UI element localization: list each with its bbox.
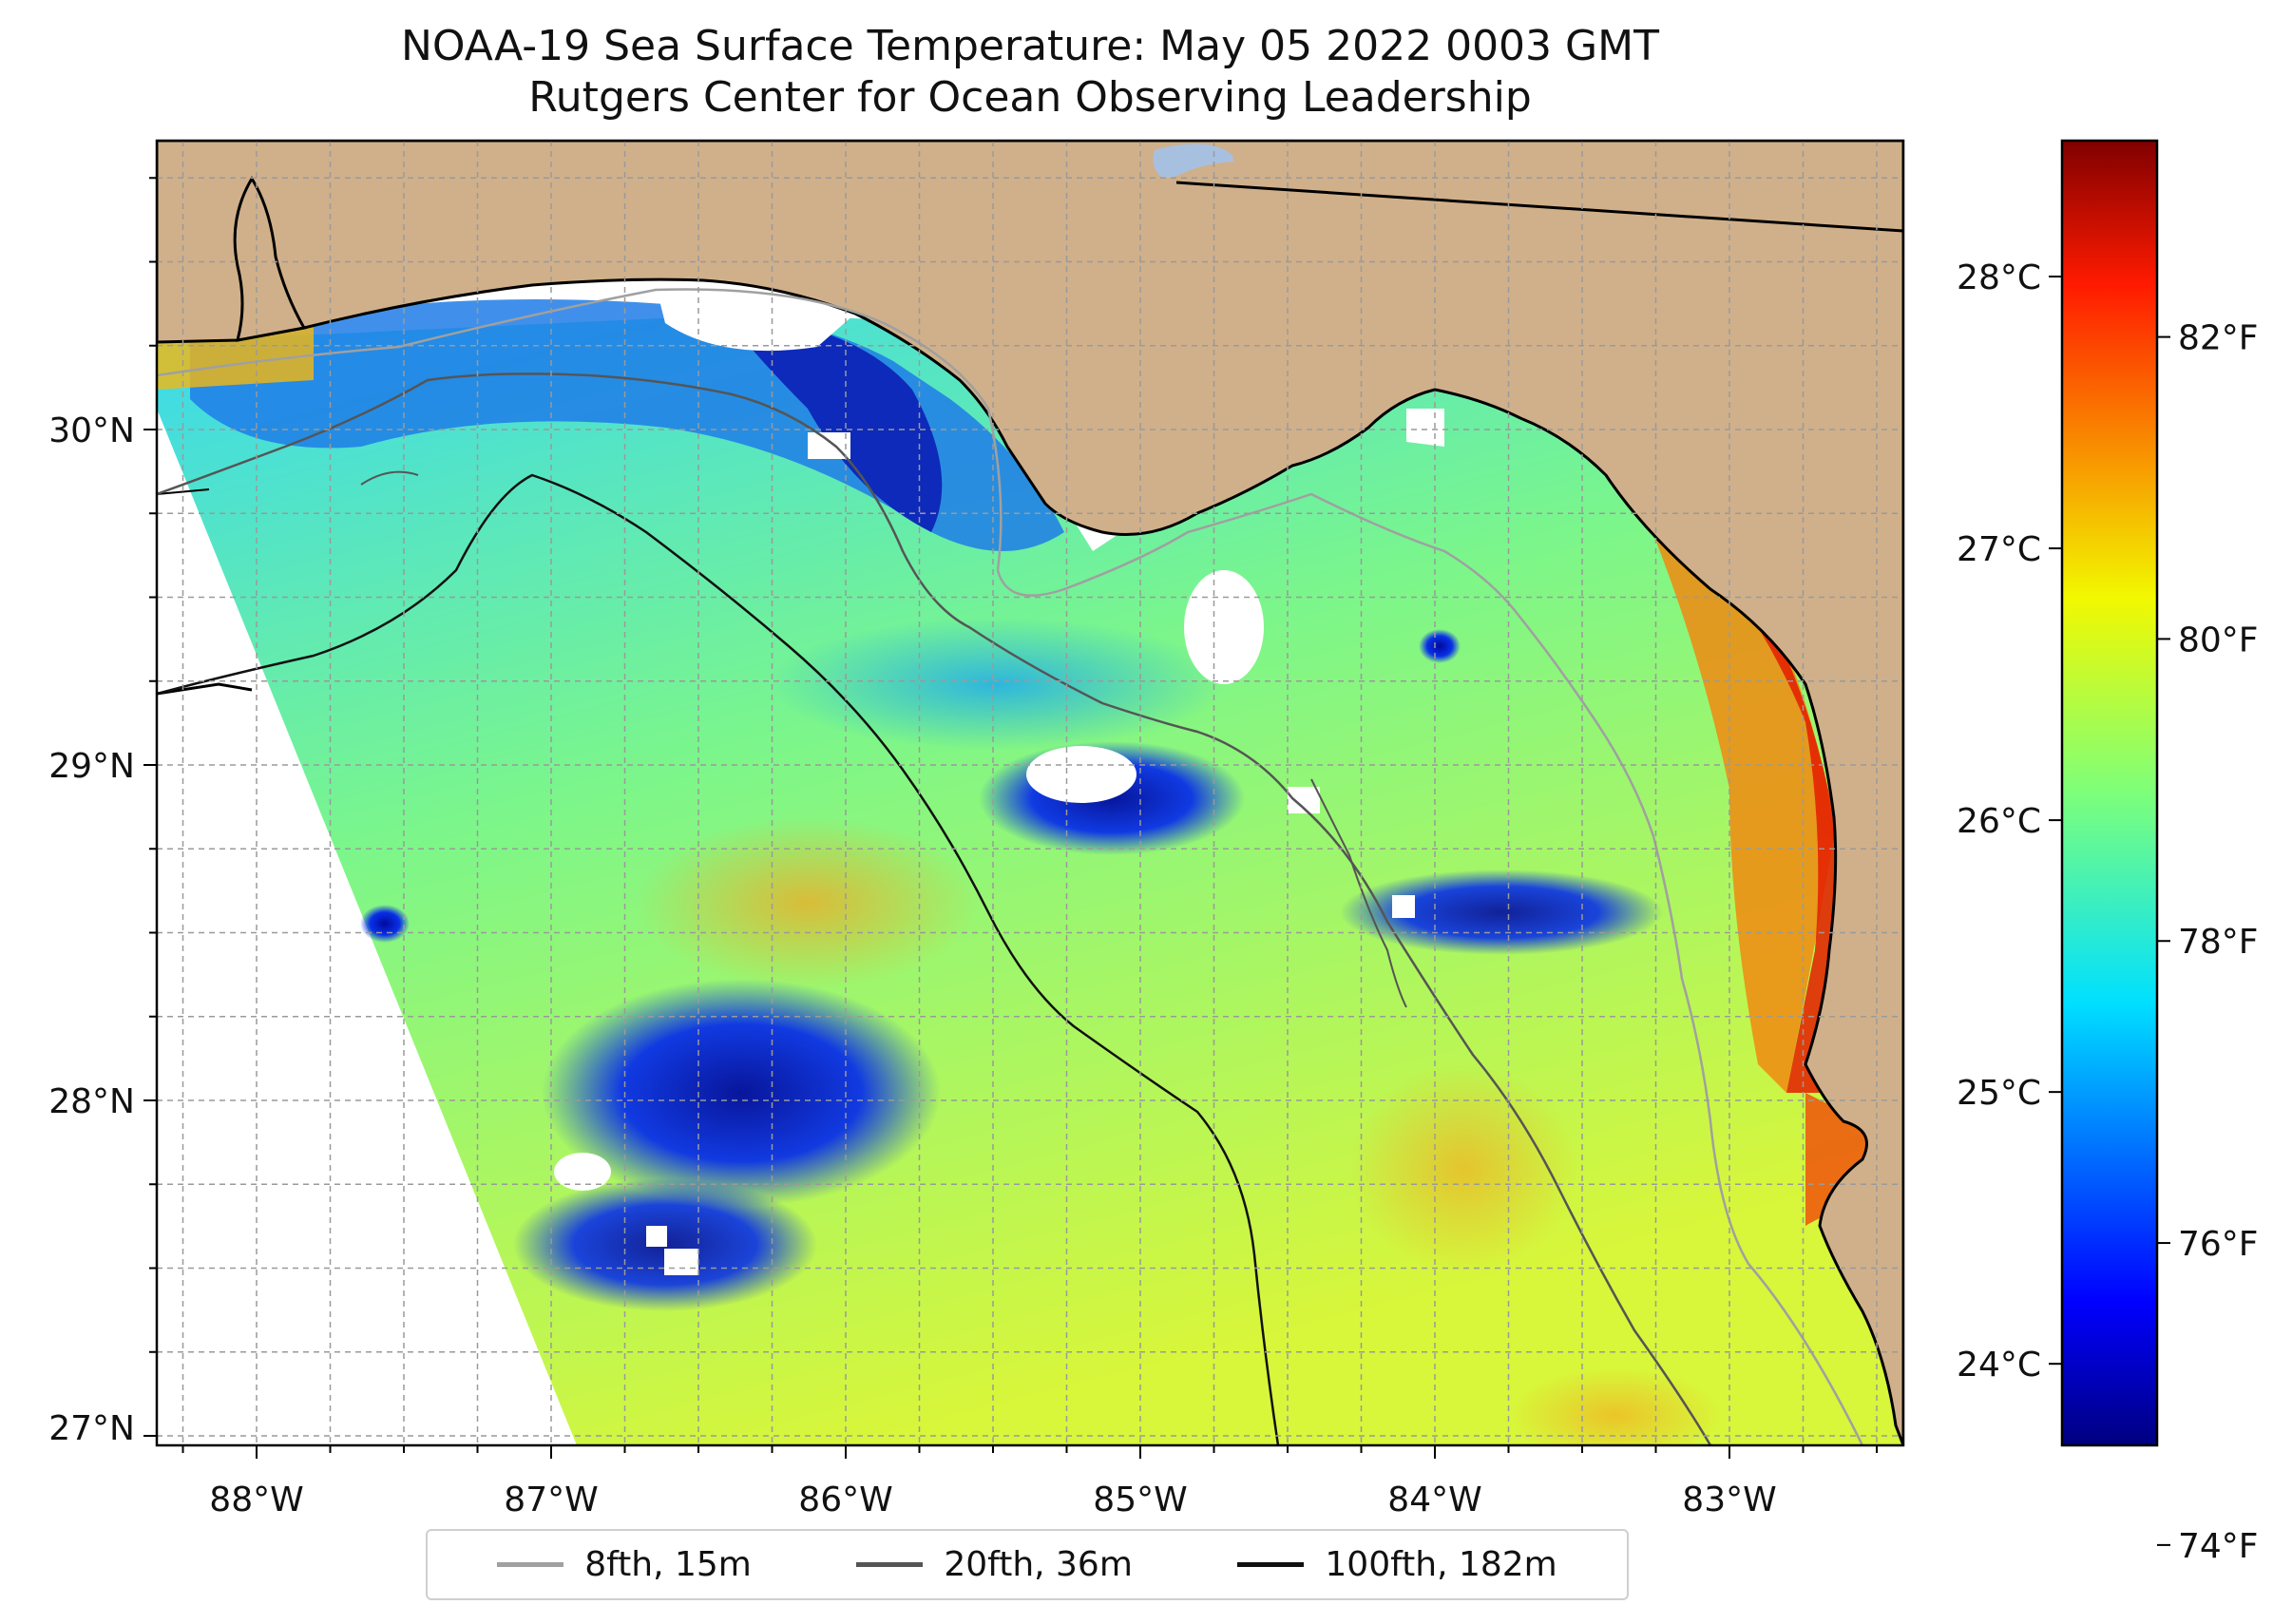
fahrenheit-label: 82°F [2178, 319, 2259, 358]
longitude-axis: 88°W 87°W 86°W 85°W 84°W 83°W [181, 1445, 1878, 1519]
chart-title: NOAA-19 Sea Surface Temperature: May 05 … [157, 21, 1903, 124]
temperature-colorbar: 28°C 27°C 26°C 25°C 24°C 82°F 80°F 78°F 76°F 74°… [1957, 139, 2259, 1566]
latitude-axis: 30°N 29°N 28°N 27°N [48, 177, 157, 1448]
colorbar-gradient [2060, 139, 2159, 1447]
celsius-label: 25°C [1957, 1074, 2041, 1113]
lon-tick-label: 84°W [1387, 1481, 1481, 1519]
legend-swatch-100fth [1237, 1562, 1305, 1567]
fahrenheit-label: 74°F [2178, 1527, 2259, 1566]
lon-tick-label: 87°W [504, 1481, 598, 1519]
legend-item-20fth: 20fth, 36m [856, 1545, 1133, 1584]
fahrenheit-label: 78°F [2178, 923, 2259, 962]
lon-tick-label: 86°W [798, 1481, 892, 1519]
lon-tick-label: 85°W [1093, 1481, 1187, 1519]
lat-tick-label: 29°N [48, 747, 135, 786]
map-area [157, 141, 1903, 1445]
celsius-label: 27°C [1957, 530, 2041, 569]
colorbar-celsius-scale: 28°C 27°C 26°C 25°C 24°C [1957, 258, 2062, 1385]
legend-swatch-8fth [497, 1562, 564, 1567]
legend-label-8fth: 8fth, 15m [584, 1545, 752, 1584]
fahrenheit-label: 80°F [2178, 621, 2259, 659]
lat-tick-label: 27°N [48, 1409, 135, 1448]
lat-tick-label: 28°N [48, 1082, 135, 1121]
graticule [157, 141, 1903, 1445]
title-line-2: Rutgers Center for Ocean Observing Leade… [528, 73, 1532, 122]
legend-item-8fth: 8fth, 15m [497, 1545, 752, 1584]
legend-swatch-20fth [856, 1562, 924, 1567]
legend-label-100fth: 100fth, 182m [1325, 1545, 1557, 1584]
contour-100fth-line [157, 473, 1280, 1445]
celsius-label: 26°C [1957, 802, 2041, 841]
depth-contour-legend: 8fth, 15m 20fth, 36m 100fth, 182m [426, 1529, 1629, 1600]
celsius-label: 24°C [1957, 1346, 2041, 1385]
cloud-masked-areas [554, 285, 1444, 1275]
celsius-label: 28°C [1957, 258, 2041, 297]
depth-contours [157, 288, 1864, 1445]
contour-8fth-line [157, 288, 1864, 1445]
lon-tick-label: 88°W [209, 1481, 303, 1519]
lon-tick-label: 83°W [1682, 1481, 1776, 1519]
map-frame [155, 139, 1905, 1447]
contour-20fth-line [157, 373, 1712, 1445]
legend-item-100fth: 100fth, 182m [1237, 1545, 1557, 1584]
legend-label-20fth: 20fth, 36m [944, 1545, 1133, 1584]
lat-tick-label: 30°N [48, 411, 135, 450]
title-line-1: NOAA-19 Sea Surface Temperature: May 05 … [401, 22, 1659, 70]
colorbar-fahrenheit-scale: 82°F 80°F 78°F 76°F 74°F [2157, 319, 2259, 1566]
fahrenheit-label: 76°F [2178, 1225, 2259, 1264]
